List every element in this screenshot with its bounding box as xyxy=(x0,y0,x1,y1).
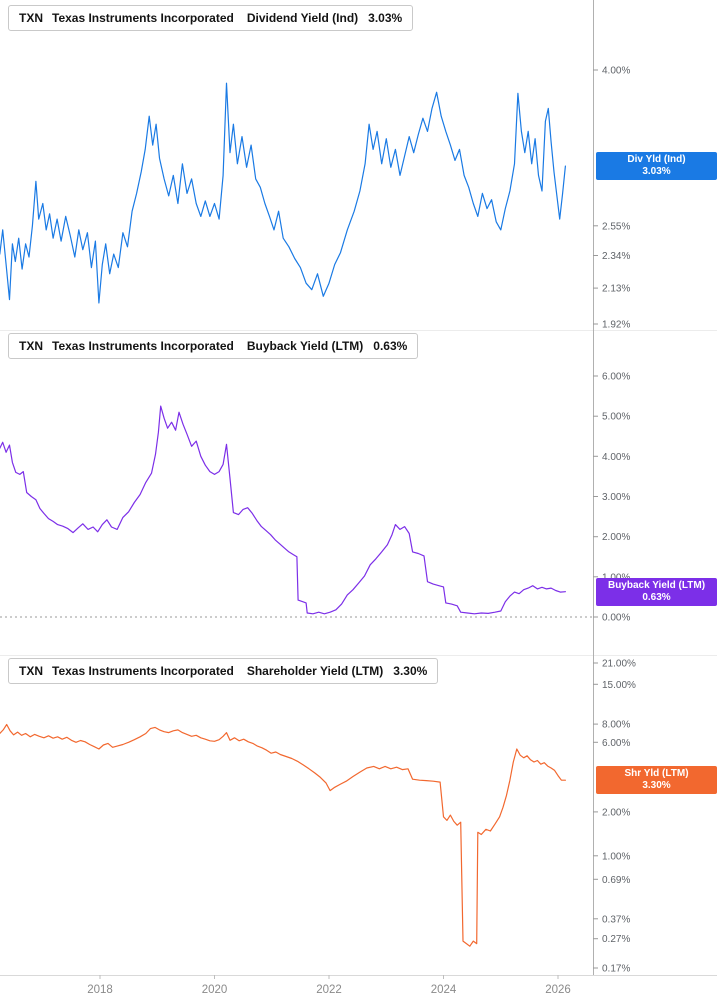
buyback-yield-line xyxy=(0,405,566,615)
y-tick-label: 8.00% xyxy=(602,720,630,731)
y-tick-label: 6.00% xyxy=(602,738,630,749)
axis-badge-buyback-yield[interactable]: Buyback Yield (LTM) 0.63% xyxy=(596,578,717,606)
company-name: Texas Instruments Incorporated xyxy=(52,11,234,25)
y-tick-label: 5.00% xyxy=(602,412,630,423)
badge-label: Buyback Yield (LTM) xyxy=(607,580,706,591)
metric-value: 3.30% xyxy=(393,664,428,678)
company-name: Texas Instruments Incorporated xyxy=(52,339,234,353)
axis-badge-shr-yld[interactable]: Shr Yld (LTM) 3.30% xyxy=(596,766,717,794)
y-tick-label: 4.00% xyxy=(602,452,630,463)
y-tick-label: 2.55% xyxy=(602,221,630,232)
y-tick-label: 1.92% xyxy=(602,320,630,331)
y-tick-label: 0.69% xyxy=(602,875,630,886)
panel-divider xyxy=(0,655,717,656)
x-tick-label: 2026 xyxy=(545,984,571,996)
y-tick-label: 0.17% xyxy=(602,964,630,975)
badge-label: Div Yld (Ind) xyxy=(627,154,686,165)
panel-divider xyxy=(0,330,717,331)
panel-header-dividend-yield[interactable]: TXN Texas Instruments Incorporated Divid… xyxy=(8,5,414,31)
y-tick-label: 1.00% xyxy=(602,851,630,862)
company-name: Texas Instruments Incorporated xyxy=(52,664,234,678)
metric-name: Shareholder Yield (LTM) xyxy=(246,664,384,678)
badge-value: 3.03% xyxy=(642,166,671,177)
badge-label: Shr Yld (LTM) xyxy=(624,768,689,779)
x-axis-line xyxy=(0,975,717,976)
ticker: TXN xyxy=(19,11,43,25)
y-tick-label: 2.34% xyxy=(602,251,630,262)
y-tick-label: 21.00% xyxy=(602,659,636,670)
y-tick-label: 2.00% xyxy=(602,807,630,818)
x-tick-label: 2024 xyxy=(431,984,457,996)
x-tick-label: 2018 xyxy=(87,984,113,996)
y-tick-label: 2.00% xyxy=(602,532,630,543)
ticker: TXN xyxy=(19,664,43,678)
metric-value: 0.63% xyxy=(373,339,408,353)
y-tick-label: 4.00% xyxy=(602,66,630,77)
y-tick-label: 0.37% xyxy=(602,914,630,925)
y-tick-label: 1.00% xyxy=(602,572,630,583)
dividend-yield-line xyxy=(0,82,566,304)
panel-header-buyback-yield[interactable]: TXN Texas Instruments Incorporated Buyba… xyxy=(8,333,419,359)
y-axis-line xyxy=(593,0,594,975)
x-tick-label: 2020 xyxy=(202,984,228,996)
axis-badge-div-yld[interactable]: Div Yld (Ind) 3.03% xyxy=(596,152,717,180)
shareholder-yield-line xyxy=(0,723,566,947)
y-tick-label: 0.27% xyxy=(602,934,630,945)
y-tick-label: 0.00% xyxy=(602,613,630,624)
y-tick-label: 3.00% xyxy=(602,492,630,503)
y-tick-label: 2.13% xyxy=(602,284,630,295)
y-tick-label: 6.00% xyxy=(602,372,630,383)
badge-value: 3.30% xyxy=(642,780,671,791)
metric-value: 3.03% xyxy=(368,11,403,25)
y-tick-label: 15.00% xyxy=(602,680,636,691)
badge-value: 0.63% xyxy=(642,592,671,603)
x-tick-label: 2022 xyxy=(316,984,342,996)
metric-name: Dividend Yield (Ind) xyxy=(246,11,359,25)
ticker: TXN xyxy=(19,339,43,353)
panel-header-shareholder-yield[interactable]: TXN Texas Instruments Incorporated Share… xyxy=(8,658,439,684)
metric-name: Buyback Yield (LTM) xyxy=(246,339,364,353)
